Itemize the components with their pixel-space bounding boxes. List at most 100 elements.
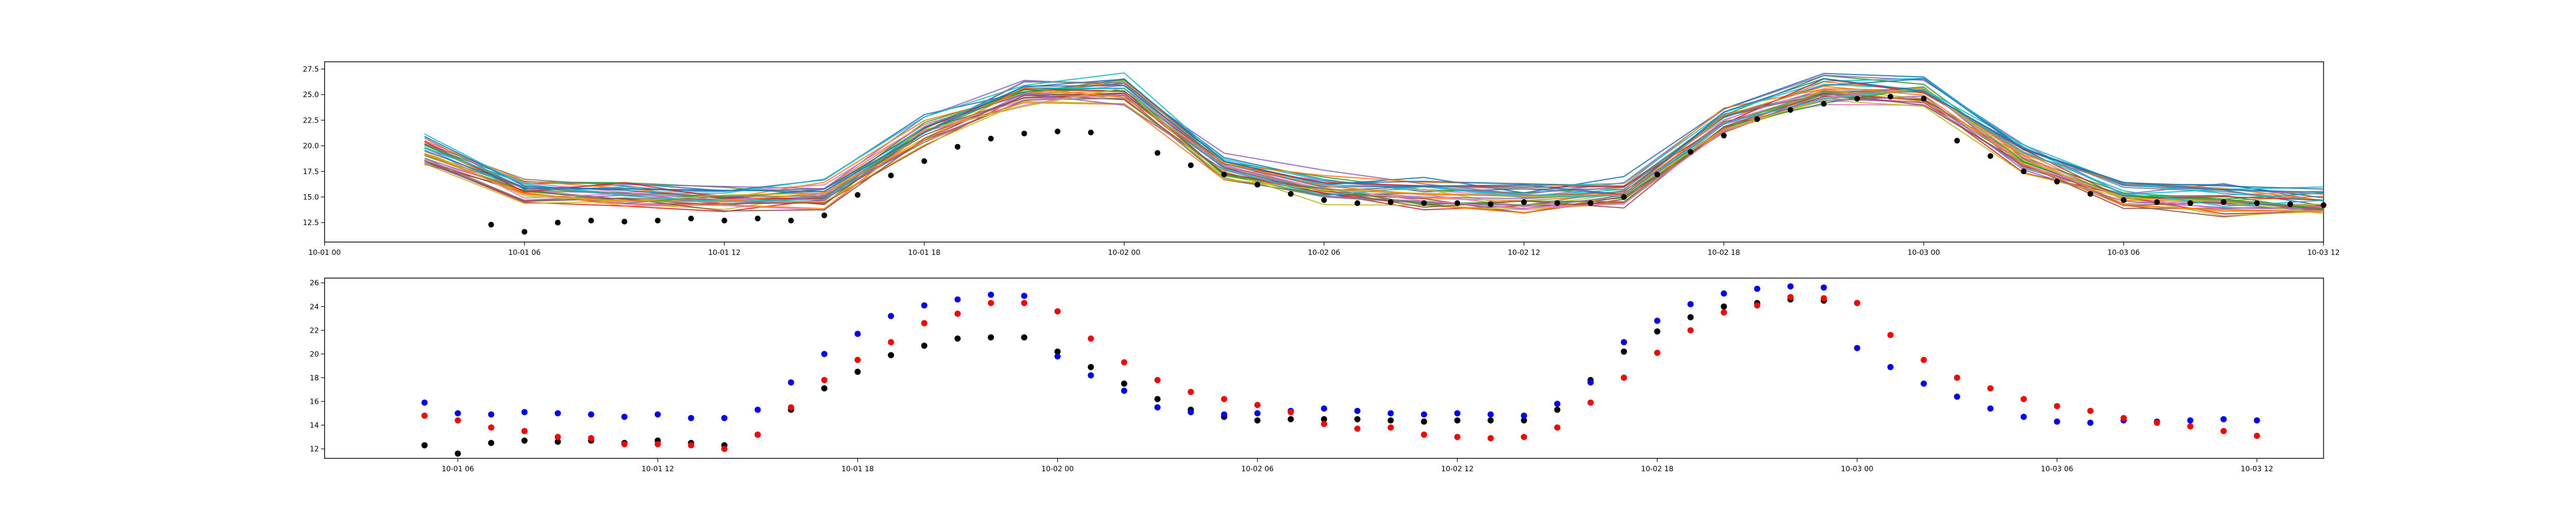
scatter-point <box>1054 348 1061 355</box>
scatter-point <box>1021 334 1027 341</box>
scatter-point <box>1054 308 1061 315</box>
scatter-point <box>2054 418 2060 425</box>
ensemble-member-line <box>424 74 2324 202</box>
scatter-point <box>1454 410 1461 417</box>
scatter-point <box>1054 353 1061 359</box>
scatter-point <box>1921 356 1927 363</box>
scatter-point <box>1188 389 1194 396</box>
scatter-point <box>421 442 428 449</box>
scatter-point <box>1321 416 1327 423</box>
scatter-point <box>888 352 894 358</box>
observed-point <box>1687 149 1693 155</box>
observed-point <box>1987 153 1993 159</box>
observed-point <box>988 135 994 142</box>
scatter-point <box>854 331 861 337</box>
scatter-point <box>1321 405 1327 412</box>
scatter-point <box>1387 417 1394 424</box>
bottom-x-tick-label: 10-02 18 <box>1641 465 1673 473</box>
scatter-point <box>1421 411 1427 418</box>
observed-point <box>1754 116 1760 122</box>
scatter-point <box>1254 417 1261 424</box>
scatter-point <box>1487 411 1494 418</box>
bottom-y-tick-label: 18 <box>310 374 319 382</box>
ensemble-member-line <box>424 78 2324 199</box>
observed-point <box>921 158 927 164</box>
observed-point <box>1155 150 1161 156</box>
scatter-point <box>1821 284 1827 291</box>
top-x-tick-label: 10-03 12 <box>2308 249 2340 257</box>
observed-point <box>688 215 694 221</box>
scatter-point <box>954 335 961 342</box>
scatter-point <box>1254 402 1261 408</box>
scatter-point <box>488 440 495 447</box>
scatter-point <box>621 441 628 448</box>
scatter-point <box>1721 303 1727 310</box>
scatter-point <box>554 434 561 440</box>
scatter-point <box>2253 433 2260 439</box>
scatter-point <box>1654 317 1660 324</box>
observed-point <box>2287 201 2293 207</box>
scatter-point <box>1887 332 1894 338</box>
scatter-point <box>1821 295 1827 302</box>
scatter-point <box>1521 413 1527 419</box>
ensemble-member-line <box>424 78 2324 196</box>
observed-point <box>1454 200 1461 206</box>
observed-point <box>1721 132 1727 139</box>
observed-point <box>2121 197 2127 203</box>
bottom-x-tick-label: 10-03 12 <box>2241 465 2273 473</box>
scatter-point <box>2121 415 2127 421</box>
scatter-point <box>1754 285 1760 292</box>
scatter-point <box>1154 377 1161 384</box>
top-x-tick-label: 10-02 18 <box>1708 249 1740 257</box>
ensemble-member-line <box>424 87 2324 207</box>
scatter-point <box>1654 328 1660 335</box>
top-x-tick-label: 10-02 06 <box>1308 249 1341 257</box>
observed-point <box>521 229 528 235</box>
observed-point <box>1021 130 1027 136</box>
scatter-point <box>588 435 595 441</box>
bottom-y-tick-label: 12 <box>310 445 319 454</box>
ensemble-member-line <box>424 78 2324 201</box>
observed-point <box>1554 200 1561 206</box>
scatter-point <box>2087 419 2094 426</box>
observed-point <box>1055 128 1061 134</box>
observed-point <box>1521 199 1527 205</box>
scatter-point <box>454 410 461 417</box>
scatter-point <box>1121 380 1127 387</box>
observed-point <box>555 219 561 226</box>
observed-point <box>1587 200 1594 206</box>
bottom-x-tick-label: 10-01 18 <box>841 465 874 473</box>
scatter-point <box>1754 302 1760 308</box>
observed-point <box>588 217 594 224</box>
observed-point <box>2187 200 2193 206</box>
x-axis: 10-01 00 10-01 06 10-01 12 10-01 18 10-02 00… <box>309 242 2340 257</box>
scatter-point <box>2154 419 2160 426</box>
observed-point <box>788 217 794 224</box>
scatter-point <box>721 415 727 421</box>
scatter-point <box>1521 434 1527 440</box>
observed-point <box>855 192 861 198</box>
observed-point <box>1821 101 1827 107</box>
ensemble-member-line <box>424 81 2324 197</box>
top-x-tick-label: 10-03 00 <box>1908 249 1940 257</box>
scatter-point <box>1587 399 1594 406</box>
scatter-point <box>1721 309 1727 316</box>
observed-point <box>821 212 827 218</box>
scatter-point <box>1454 417 1461 424</box>
bottom-x-tick-label: 10-02 06 <box>1241 465 1274 473</box>
scatter-point <box>1487 417 1494 424</box>
scatter-point <box>1088 364 1094 370</box>
scatter-point <box>1454 434 1461 440</box>
scatter-point <box>2253 417 2260 424</box>
scatter-point <box>1587 379 1594 386</box>
observed-point <box>2087 191 2093 197</box>
scatter-point <box>1954 374 1960 381</box>
scatter-point <box>888 313 894 319</box>
observed-point <box>1188 162 1194 168</box>
scatter-point <box>954 296 961 303</box>
observed-point <box>721 217 727 224</box>
observed-point <box>1854 96 1860 102</box>
bottom-y-tick-label: 22 <box>310 327 319 335</box>
scatter-point <box>1221 411 1227 418</box>
bottom-x-tick-label: 10-01 06 <box>442 465 474 473</box>
